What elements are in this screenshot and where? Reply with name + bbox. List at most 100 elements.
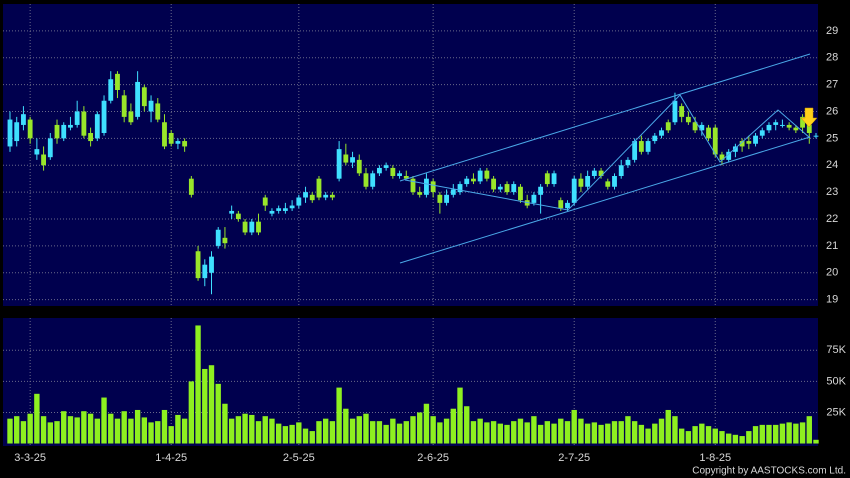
candle-body (719, 154, 725, 160)
volume-bar (665, 409, 671, 444)
volume-bar (370, 421, 376, 444)
volume-bar (175, 414, 181, 444)
volume-bar (81, 411, 87, 444)
volume-bar (537, 424, 544, 444)
candle-body (638, 141, 644, 152)
volume-bar (128, 418, 134, 444)
candle-body (41, 154, 47, 166)
candle-body (800, 116, 805, 128)
candle-body (504, 184, 510, 193)
y-tick-label: 23 (826, 186, 838, 198)
copyright: Copyright by AASTOCKS.com Ltd. (692, 466, 846, 477)
volume-bar (692, 426, 698, 444)
volume-bar (255, 421, 262, 444)
x-tick-label: 1-8-25 (699, 452, 731, 464)
volume-bar (773, 424, 779, 444)
candle-body (571, 178, 577, 203)
volume-bar (383, 424, 389, 444)
candle-body (598, 170, 604, 176)
y-tick-label: 21 (826, 240, 838, 252)
volume-bar (591, 422, 598, 444)
volume-bar (779, 423, 786, 444)
volume-bar (155, 421, 161, 444)
candle-body (531, 194, 537, 203)
candle-body (518, 186, 523, 201)
volume-bar (262, 416, 268, 444)
candle-body (786, 124, 792, 128)
volume-bar (504, 424, 510, 444)
candle-body (34, 149, 40, 155)
candle-body (276, 208, 282, 211)
candle-body (316, 178, 322, 198)
candle-body (195, 251, 201, 279)
volume-tick-label: 75K (826, 344, 846, 356)
volume-bar (759, 424, 765, 444)
volume-bar (27, 413, 33, 444)
volume-bar (114, 418, 121, 444)
candle-body (162, 122, 167, 147)
volume-bar (786, 422, 792, 444)
volume-bar (101, 397, 107, 444)
candle-body (309, 194, 315, 201)
volume-tick-label: 50K (826, 375, 846, 387)
candle-body (81, 111, 87, 136)
candle-body (605, 181, 611, 187)
y-tick-label: 19 (826, 294, 838, 306)
volume-bar (235, 416, 242, 444)
signal-arrow (800, 107, 818, 128)
volume-bar (457, 387, 463, 444)
candle-body (155, 103, 161, 120)
volume-bar (390, 418, 396, 444)
volume-bar (54, 421, 60, 444)
candle-body (484, 170, 490, 179)
volume-bar (544, 421, 551, 444)
volume-bar (699, 423, 705, 444)
volume-bar (363, 413, 369, 444)
candle-body (188, 178, 194, 195)
volume-bar (678, 428, 685, 444)
candle-body (565, 202, 570, 209)
volume-bar (376, 421, 383, 444)
volume-bar (719, 431, 725, 444)
candle-body (511, 184, 517, 193)
candle-body (471, 178, 476, 182)
volume-bar (134, 409, 141, 444)
candle-body (632, 141, 638, 160)
volume-bar (417, 412, 423, 444)
candle-body (444, 194, 450, 203)
y-tick-label: 29 (826, 25, 838, 37)
volume-bar (450, 408, 456, 444)
candle-body (779, 124, 785, 126)
candle-body (578, 178, 584, 187)
volume-bar (222, 403, 228, 444)
volume-bar (645, 428, 651, 444)
volume-bar (658, 418, 665, 444)
volume-bar (34, 393, 40, 444)
volume-bar (343, 408, 349, 444)
volume-bar (141, 417, 148, 444)
volume-bar (322, 418, 329, 444)
volume-bar (228, 418, 235, 444)
candle-body (282, 208, 288, 211)
volume-bar (215, 383, 221, 444)
candle-body (128, 111, 134, 123)
candle-body (88, 133, 94, 142)
volume-bar (202, 368, 208, 444)
candle-body (612, 176, 617, 187)
candle-body (115, 73, 120, 90)
candle-body (793, 127, 799, 131)
volume-bar (269, 418, 275, 444)
candle-body (732, 146, 738, 152)
volume-bar (443, 418, 450, 444)
marks (7, 71, 819, 444)
candle-body (14, 122, 20, 142)
volume-bar (464, 406, 470, 444)
volume-bar (490, 421, 497, 444)
candle-body (806, 124, 812, 133)
volume-bar (67, 416, 74, 444)
candle-body (766, 124, 772, 131)
volume-bar (208, 365, 215, 444)
y-tick-label: 27 (826, 79, 838, 91)
candle-body (61, 124, 67, 139)
